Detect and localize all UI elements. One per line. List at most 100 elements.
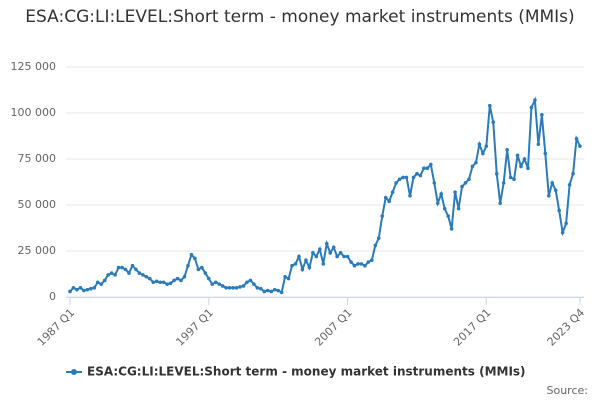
data-point (553, 188, 558, 193)
data-point (453, 190, 457, 194)
data-point (245, 280, 249, 285)
data-point (252, 282, 256, 286)
data-point (387, 199, 391, 204)
data-point (224, 286, 228, 290)
data-point (227, 286, 232, 290)
source: Source: (547, 384, 589, 397)
data-point (550, 181, 555, 185)
data-point (89, 286, 93, 291)
data-point (383, 195, 388, 200)
data-point (408, 194, 412, 198)
data-point (137, 271, 142, 275)
data-point (376, 236, 381, 240)
data-point (116, 265, 121, 270)
data-point (390, 190, 395, 194)
data-point (203, 271, 208, 275)
data-point (179, 278, 183, 283)
data-point (206, 276, 211, 281)
data-point (564, 221, 568, 226)
data-point (262, 289, 267, 294)
data-point (154, 279, 159, 284)
data-point (380, 214, 385, 218)
data-point (213, 280, 218, 285)
data-point (269, 289, 274, 294)
data-point (352, 263, 357, 268)
data-point (456, 206, 461, 211)
data-point (276, 288, 280, 293)
legend-label: ESA:CG:LI:LEVEL:Short term - money marke… (87, 365, 526, 379)
data-point (123, 267, 128, 272)
data-point (536, 142, 541, 147)
data-point (435, 201, 440, 205)
data-point (141, 273, 145, 277)
data-point (189, 252, 194, 257)
data-point (529, 105, 534, 110)
data-point (574, 136, 579, 141)
data-point (293, 262, 298, 266)
data-point (331, 245, 336, 250)
data-point (158, 280, 163, 285)
data-point (324, 241, 329, 246)
data-point (92, 286, 97, 290)
x-tick-label: 2017 Q1 (451, 306, 494, 349)
data-point (397, 177, 402, 182)
data-point (300, 267, 305, 272)
data-point (317, 247, 322, 251)
data-point (401, 175, 405, 180)
data-point (415, 171, 419, 176)
data-point (463, 181, 468, 185)
data-point (567, 182, 572, 187)
data-point (286, 276, 291, 281)
y-tick-label: 0 (49, 290, 56, 303)
data-point (477, 142, 482, 147)
data-point (265, 288, 270, 293)
data-point (449, 227, 454, 231)
data-point (446, 214, 450, 218)
data-point (429, 162, 433, 167)
y-tick-label: 75 000 (18, 152, 57, 165)
data-point (422, 166, 426, 170)
data-point (470, 164, 475, 169)
data-point (560, 230, 565, 235)
data-point (186, 263, 190, 268)
data-point (540, 113, 544, 117)
x-tick-label: 2023 Q4 (545, 306, 588, 349)
data-point (248, 278, 253, 283)
x-tick-label: 2007 Q1 (312, 306, 355, 349)
data-point (494, 171, 499, 176)
legend-marker (71, 369, 77, 375)
data-point (196, 267, 201, 272)
data-point (168, 281, 173, 286)
data-point (200, 265, 204, 270)
data-point (106, 273, 110, 277)
x-tick-label: 1997 Q1 (173, 306, 216, 349)
data-point (283, 274, 287, 279)
y-tick-label: 25 000 (18, 244, 57, 257)
data-point (279, 290, 284, 295)
data-point (161, 280, 166, 285)
data-point (515, 153, 520, 158)
data-point (394, 181, 398, 185)
data-point (342, 254, 346, 259)
data-point (321, 262, 326, 266)
data-point (234, 286, 239, 290)
data-point (501, 181, 506, 185)
data-point (363, 263, 367, 268)
data-point (113, 273, 117, 277)
data-point (557, 208, 561, 213)
data-point (578, 144, 582, 148)
x-tick-label: 1987 Q1 (35, 306, 78, 349)
data-point (290, 263, 294, 268)
data-point (571, 171, 575, 176)
data-point (425, 166, 430, 170)
data-point (442, 206, 447, 211)
data-point (220, 284, 225, 288)
data-point (345, 254, 350, 259)
data-point (370, 258, 374, 263)
data-point (231, 286, 235, 290)
data-point (78, 286, 83, 290)
data-point (127, 271, 131, 275)
data-point (411, 175, 416, 180)
data-point (172, 278, 176, 283)
